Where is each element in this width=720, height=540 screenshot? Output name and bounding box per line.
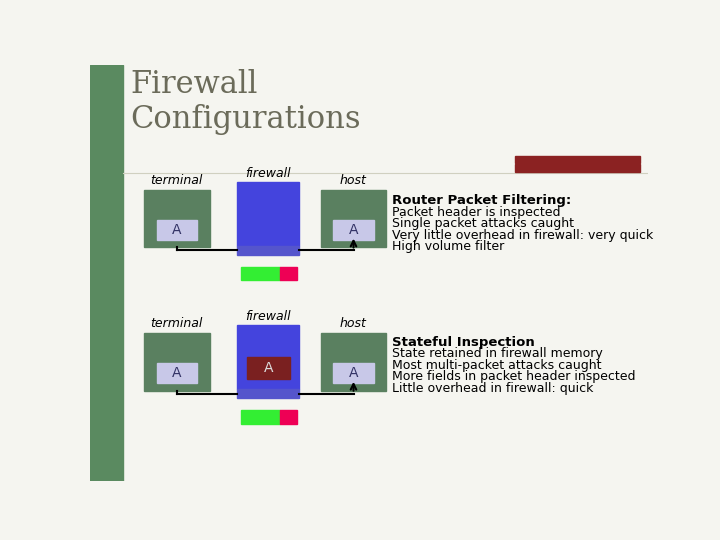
Bar [333, 363, 374, 383]
Bar [515, 164, 640, 172]
Text: State retained in firewall memory: State retained in firewall memory [392, 347, 603, 360]
Text: A: A [172, 222, 181, 237]
Text: Packet header is inspected: Packet header is inspected [392, 206, 561, 219]
Bar [515, 156, 640, 164]
Text: A: A [172, 366, 181, 380]
Text: firewall: firewall [246, 166, 291, 179]
Text: Stateful Inspection: Stateful Inspection [392, 336, 535, 349]
Text: A: A [348, 366, 359, 380]
Bar [238, 325, 300, 389]
Bar [333, 220, 374, 240]
Bar [320, 190, 387, 247]
Bar [144, 190, 210, 247]
Text: Router Packet Filtering:: Router Packet Filtering: [392, 194, 572, 207]
Text: host: host [340, 174, 367, 187]
Bar [320, 333, 387, 390]
Text: firewall: firewall [246, 310, 291, 323]
Bar [157, 363, 197, 383]
Bar [280, 267, 297, 280]
Text: Firewall
Configurations: Firewall Configurations [130, 69, 361, 136]
Text: A: A [348, 222, 359, 237]
Bar [238, 182, 300, 246]
Text: Most multi-packet attacks caught: Most multi-packet attacks caught [392, 359, 602, 372]
Text: host: host [340, 318, 367, 330]
Bar [144, 333, 210, 390]
Bar [238, 389, 300, 398]
Text: terminal: terminal [150, 318, 203, 330]
Text: terminal: terminal [150, 174, 203, 187]
Text: Little overhead in firewall: quick: Little overhead in firewall: quick [392, 382, 593, 395]
Text: Single packet attacks caught: Single packet attacks caught [392, 217, 575, 230]
Bar [280, 410, 297, 423]
Text: More fields in packet header inspected: More fields in packet header inspected [392, 370, 636, 383]
Text: Very little overhead in firewall: very quick: Very little overhead in firewall: very q… [392, 229, 654, 242]
Text: High volume filter: High volume filter [392, 240, 505, 253]
Bar [241, 267, 280, 280]
Bar [157, 220, 197, 240]
Text: A: A [264, 361, 273, 375]
Bar [241, 410, 280, 423]
Bar [90, 65, 122, 481]
Bar [247, 357, 289, 379]
Bar [238, 246, 300, 255]
